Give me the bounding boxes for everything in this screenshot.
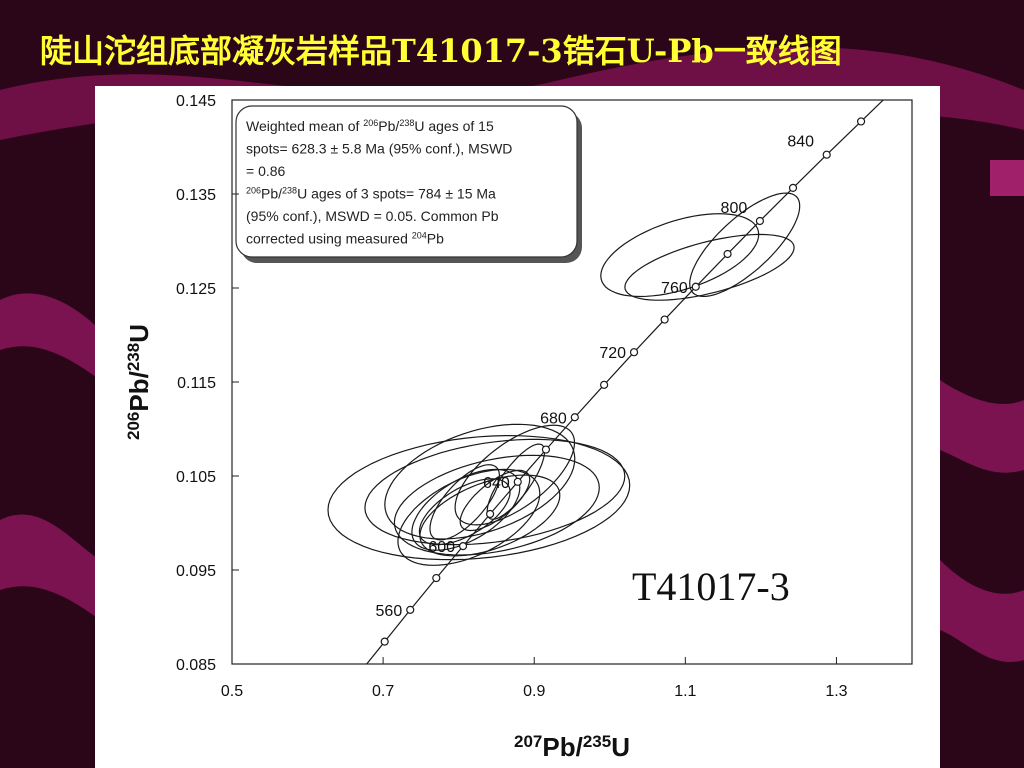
x-axis-label-sup: 235 bbox=[583, 732, 611, 751]
annotation-line-part: corrected using measured bbox=[246, 231, 412, 247]
annotation-line-part: (95% conf.), MSWD = 0.05. Common Pb bbox=[246, 208, 499, 224]
y-tick-label: 0.125 bbox=[176, 281, 216, 298]
error-ellipse bbox=[418, 478, 511, 546]
y-axis-label-part: Pb/ bbox=[124, 371, 154, 411]
concordia-age-point bbox=[691, 282, 700, 291]
y-tick-label: 0.105 bbox=[176, 469, 216, 486]
age-label: 840 bbox=[787, 134, 814, 151]
age-label: 760 bbox=[661, 280, 688, 297]
error-ellipse bbox=[397, 468, 541, 566]
annotation-line-sup: 238 bbox=[399, 118, 414, 128]
concordia-age-point bbox=[723, 249, 732, 259]
error-ellipse bbox=[624, 233, 795, 301]
plot-layer bbox=[327, 100, 885, 664]
annotation-line-sup: 204 bbox=[412, 231, 427, 241]
concordia-age-point bbox=[406, 605, 415, 614]
annotation-line: Weighted mean of 206Pb/238U ages of 15 bbox=[246, 118, 494, 134]
error-ellipse bbox=[384, 423, 576, 540]
concordia-age-point bbox=[660, 315, 669, 324]
annotation-line-sup: 238 bbox=[282, 186, 297, 196]
annotation-line: spots= 628.3 ± 5.8 Ma (95% conf.), MSWD bbox=[246, 141, 512, 157]
background-wave bbox=[0, 293, 100, 380]
annotation-line: corrected using measured 204Pb bbox=[246, 231, 444, 247]
x-tick-label: 1.3 bbox=[825, 683, 847, 700]
y-axis-label-part: U bbox=[124, 324, 154, 343]
error-ellipse bbox=[600, 213, 760, 298]
annotation-line-part: spots= 628.3 ± 5.8 Ma (95% conf.), MSWD bbox=[246, 141, 512, 157]
annotation-line-part: U ages of 15 bbox=[414, 118, 494, 134]
concordia-age-point bbox=[600, 380, 609, 389]
y-tick-label: 0.115 bbox=[177, 375, 216, 392]
x-tick-label: 0.7 bbox=[372, 683, 394, 700]
slide-title: 陡山沱组底部凝灰岩样品T41017-3锆石U-Pb一致线图 bbox=[40, 32, 842, 70]
concordia-extension bbox=[860, 100, 885, 122]
background-wave bbox=[0, 514, 100, 620]
annotation-line-part: Weighted mean of bbox=[246, 118, 363, 134]
concordia-age-point bbox=[485, 509, 495, 519]
y-axis-label-sup: 238 bbox=[124, 343, 143, 371]
background-wave bbox=[940, 380, 1024, 473]
annotation-line: = 0.86 bbox=[246, 163, 286, 179]
age-label: 640 bbox=[483, 475, 510, 492]
error-ellipse bbox=[454, 424, 576, 526]
age-label: 720 bbox=[599, 345, 626, 362]
concordia-age-point bbox=[570, 413, 579, 422]
error-ellipse bbox=[689, 192, 801, 297]
annotation-line-part: Pb bbox=[427, 231, 444, 247]
annotation-line-part: = 0.86 bbox=[246, 163, 286, 179]
concordia-extension bbox=[365, 641, 386, 664]
concordia-age-point bbox=[432, 573, 441, 583]
x-axis-label-part: U bbox=[611, 732, 630, 762]
background-wave bbox=[990, 160, 1024, 196]
annotation-line-sup: 206 bbox=[246, 186, 261, 196]
age-label: 560 bbox=[376, 603, 403, 620]
concordia-age-point bbox=[755, 216, 765, 226]
error-ellipse bbox=[393, 454, 600, 556]
background-wave bbox=[940, 560, 1024, 663]
y-axis-label-sup: 206 bbox=[124, 412, 143, 440]
error-ellipse bbox=[411, 468, 521, 551]
error-ellipse bbox=[327, 434, 631, 561]
annotation-line-part: Pb/ bbox=[261, 186, 282, 202]
y-tick-label: 0.135 bbox=[176, 187, 216, 204]
age-label: 800 bbox=[721, 200, 748, 217]
annotation-line-part: U ages of 3 spots= 784 ± 15 Ma bbox=[297, 186, 496, 202]
annotation-line: (95% conf.), MSWD = 0.05. Common Pb bbox=[246, 208, 499, 224]
y-tick-label: 0.145 bbox=[176, 93, 216, 110]
y-axis-label: 206Pb/238U bbox=[124, 324, 155, 440]
concordia-age-point bbox=[856, 117, 866, 126]
y-tick-label: 0.085 bbox=[176, 657, 216, 674]
annotation-line: 206Pb/238U ages of 3 spots= 784 ± 15 Ma bbox=[246, 186, 496, 202]
error-ellipse bbox=[419, 474, 561, 557]
concordia-age-point bbox=[513, 477, 522, 486]
annotation-box bbox=[235, 105, 578, 258]
x-tick-label: 0.5 bbox=[221, 683, 243, 700]
annotation-line-part: Pb/ bbox=[378, 118, 399, 134]
concordia-age-point bbox=[788, 183, 798, 192]
age-label: 600 bbox=[428, 539, 455, 556]
x-tick-label: 0.9 bbox=[523, 683, 545, 700]
annotation-line-sup: 206 bbox=[363, 118, 378, 128]
age-label: 680 bbox=[540, 410, 567, 427]
x-axis-label-sup: 207 bbox=[514, 732, 542, 751]
y-tick-label: 0.095 bbox=[176, 563, 216, 580]
concordia-age-point bbox=[380, 637, 389, 646]
x-axis-label: 207Pb/235U bbox=[514, 732, 630, 763]
concordia-age-point bbox=[629, 348, 639, 357]
error-ellipse bbox=[429, 464, 501, 541]
error-ellipse bbox=[364, 438, 626, 546]
sample-label: T41017-3 bbox=[632, 564, 790, 609]
concordia-age-point bbox=[458, 542, 468, 551]
concordia-age-point bbox=[541, 445, 551, 454]
x-tick-label: 1.1 bbox=[674, 683, 696, 700]
x-axis-label-part: Pb/ bbox=[542, 732, 582, 762]
concordia-age-point bbox=[822, 150, 831, 159]
